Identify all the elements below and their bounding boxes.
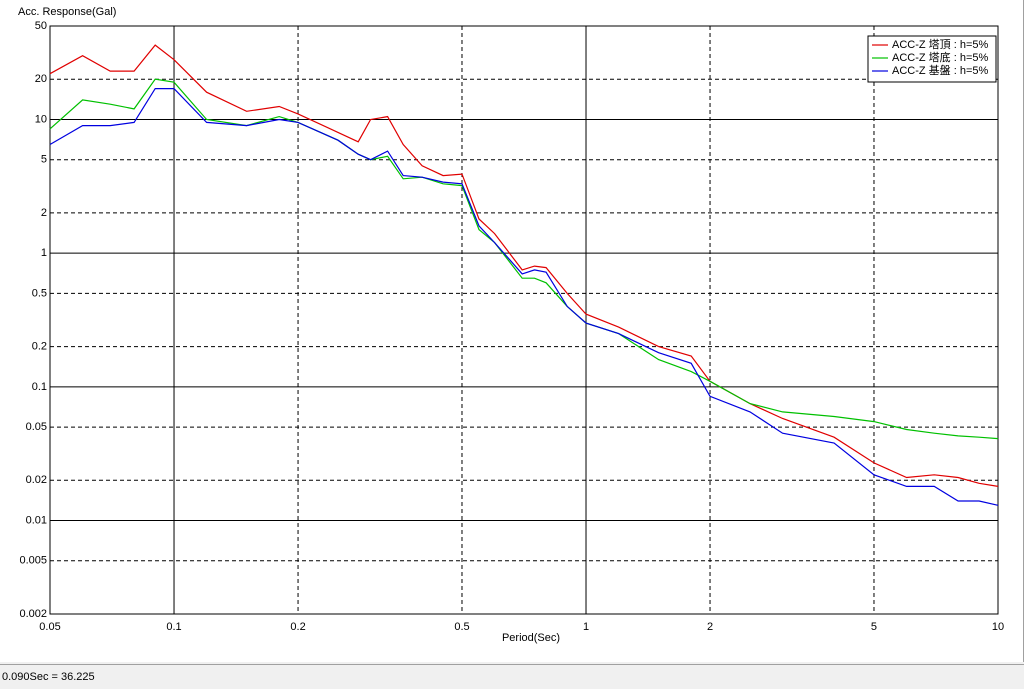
y-axis-label: Acc. Response(Gal) [18,6,116,18]
y-tick-label: 0.05 [26,421,47,433]
x-tick-label: 2 [707,621,713,633]
y-tick-label: 20 [35,73,47,85]
y-tick-label: 5 [41,154,47,166]
y-tick-label: 0.1 [32,381,47,393]
x-tick-label: 0.2 [290,621,305,633]
series-line [49,88,999,506]
y-tick-label: 50 [35,20,47,32]
y-tick-label: 0.002 [19,608,47,620]
series-line [49,44,999,487]
y-tick-label: 0.2 [32,341,47,353]
x-tick-label: 5 [871,621,877,633]
legend-label: ACC-Z 塔底 : h=5% [892,50,988,64]
series-line [49,78,999,440]
x-tick-label: 1 [583,621,589,633]
x-tick-label: 0.5 [454,621,469,633]
status-bar: 0.090Sec = 36.225 [0,664,1024,688]
x-axis-label: Period(Sec) [502,632,560,644]
y-tick-label: 0.02 [26,474,47,486]
y-tick-label: 0.01 [26,514,47,526]
chart: Acc. Response(Gal) Period(Sec) 0.002 0.00… [18,6,1004,644]
legend-label: ACC-Z 基盤 : h=5% [892,64,988,77]
chart-window: Acc. Response(Gal) Period(Sec) 0.002 0.00… [0,0,1024,662]
x-tick-label: 0.1 [166,621,181,633]
y-tick-label: 2 [41,207,47,219]
x-tick-label: 10 [992,621,1004,633]
y-tick-label: 1 [41,247,47,259]
legend-label: ACC-Z 塔頂 : h=5% [892,38,988,51]
legend-box [867,35,997,83]
plot-area [49,25,999,615]
y-tick-label: 0.5 [32,287,47,299]
x-tick-label: 0.05 [39,621,60,633]
y-tick-label: 10 [35,113,47,125]
y-tick-label: 0.005 [19,555,47,567]
